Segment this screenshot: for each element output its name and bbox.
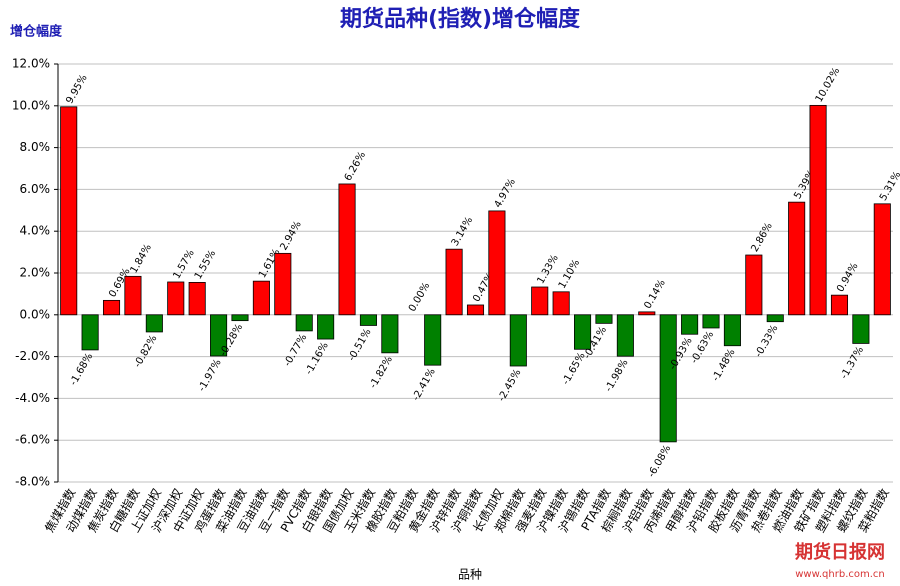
bar xyxy=(359,314,377,326)
value-label: -0.63% xyxy=(689,329,716,365)
bar xyxy=(745,254,763,316)
value-label: -2.41% xyxy=(411,367,438,403)
bar xyxy=(509,314,527,367)
bar xyxy=(638,311,656,316)
y-tick-label: 12.0% xyxy=(12,57,50,71)
bar xyxy=(102,299,121,316)
value-label: 5.31% xyxy=(878,170,900,203)
bar xyxy=(274,252,292,316)
bar xyxy=(145,314,163,333)
bar xyxy=(702,314,720,329)
value-label: 9.95% xyxy=(64,73,89,106)
bar xyxy=(595,314,613,324)
value-label: -0.33% xyxy=(753,323,780,359)
value-label: 10.02% xyxy=(814,66,843,105)
value-label: -0.82% xyxy=(132,333,159,369)
bar xyxy=(167,281,185,316)
value-label: -1.16% xyxy=(304,341,331,377)
value-label: -1.37% xyxy=(839,345,866,381)
y-tick-label: -2.0% xyxy=(15,349,50,363)
y-tick-label: 6.0% xyxy=(20,182,51,196)
x-axis-label: 品种 xyxy=(458,568,482,582)
bar xyxy=(531,286,549,316)
bar xyxy=(766,314,784,323)
y-tick-label: -6.0% xyxy=(15,433,50,447)
y-tick-label: -4.0% xyxy=(15,391,50,405)
value-label: 2.86% xyxy=(750,221,775,254)
value-label: 1.55% xyxy=(193,248,218,281)
bar xyxy=(788,201,806,316)
value-label: -1.48% xyxy=(710,347,737,383)
bar xyxy=(210,314,228,357)
bar xyxy=(252,280,270,316)
value-label: 0.14% xyxy=(642,278,667,311)
y-tick-label: 2.0% xyxy=(20,266,51,280)
y-tick-label: 0.0% xyxy=(20,307,51,321)
bar xyxy=(616,314,634,357)
watermark-url: www.qhrb.com.cn xyxy=(795,569,885,580)
bar xyxy=(681,314,699,335)
bar xyxy=(231,314,249,322)
y-tick-label: 8.0% xyxy=(20,140,51,154)
value-label: 4.97% xyxy=(493,177,518,210)
value-label: -1.98% xyxy=(603,358,630,394)
y-tick-label: 4.0% xyxy=(20,224,51,238)
chart-title: 期货品种(指数)增仓幅度 xyxy=(340,6,581,32)
value-label: 1.10% xyxy=(557,258,582,291)
bar xyxy=(809,104,827,316)
value-label: 1.84% xyxy=(129,242,154,275)
y-tick-label: -8.0% xyxy=(15,475,50,489)
value-label: -1.97% xyxy=(197,357,224,393)
bar xyxy=(552,291,570,316)
y-tick-label: 10.0% xyxy=(12,98,50,112)
value-label: -1.82% xyxy=(368,354,395,390)
bar xyxy=(659,314,677,443)
bar xyxy=(317,314,335,340)
bar xyxy=(424,314,442,366)
value-label: -0.51% xyxy=(346,327,373,363)
bar xyxy=(381,314,399,354)
bar xyxy=(124,275,142,316)
bar xyxy=(338,183,356,316)
value-label: 1.33% xyxy=(535,253,560,286)
bar xyxy=(830,294,849,316)
bar xyxy=(81,314,99,351)
bar xyxy=(873,203,891,316)
value-label: -0.77% xyxy=(282,332,309,368)
bar xyxy=(445,248,463,316)
value-label: 0.94% xyxy=(835,261,860,294)
value-label: -6.08% xyxy=(646,443,673,479)
y-axis-label: 增仓幅度 xyxy=(10,24,63,40)
bar xyxy=(574,314,592,350)
bar xyxy=(466,304,485,316)
watermark-name: 期货日报网 xyxy=(795,541,885,563)
bar xyxy=(295,314,313,332)
bar xyxy=(852,314,870,344)
bar xyxy=(60,106,78,316)
value-label: 2.94% xyxy=(278,219,303,252)
bar xyxy=(488,210,506,316)
value-label: 0.00% xyxy=(407,281,432,314)
value-label: 6.26% xyxy=(343,150,368,183)
bar xyxy=(723,314,741,347)
bar xyxy=(188,282,206,316)
